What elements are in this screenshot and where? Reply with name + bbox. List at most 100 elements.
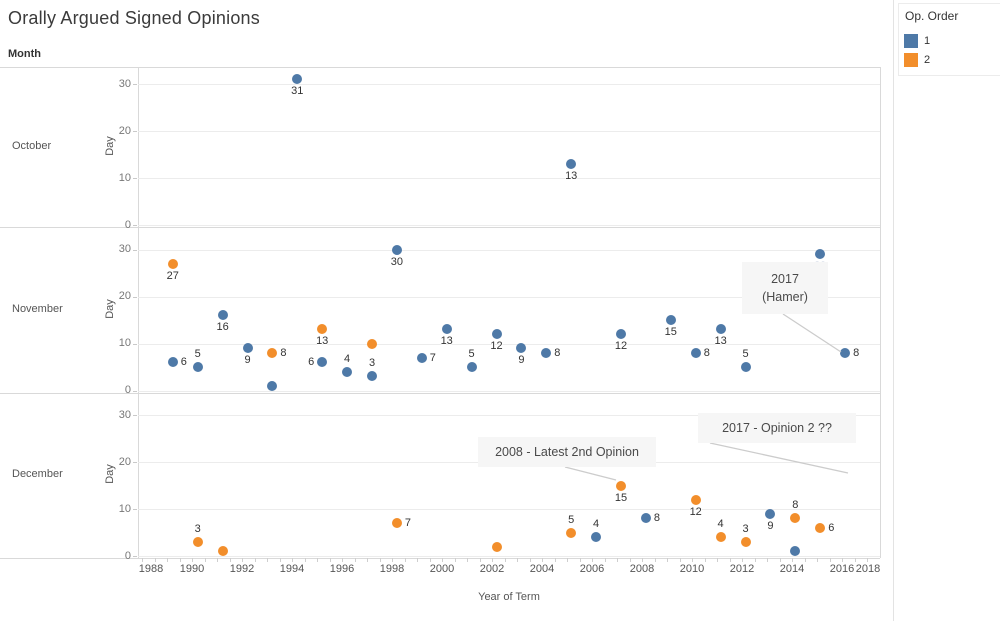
data-point-december-2014[interactable] bbox=[765, 508, 776, 519]
data-point-november-1996[interactable] bbox=[317, 357, 328, 368]
data-point-december-1991[interactable] bbox=[192, 536, 203, 547]
gridline bbox=[138, 225, 880, 226]
annotation-0[interactable]: 2017 (Hamer) bbox=[742, 262, 828, 314]
mark-label: 13 bbox=[440, 335, 453, 348]
mark-label: 4 bbox=[344, 352, 351, 365]
x-tick-mark bbox=[579, 558, 581, 562]
data-point-november-2010[interactable] bbox=[665, 315, 676, 325]
data-point-december-2007[interactable] bbox=[591, 532, 602, 543]
data-point-december-2006[interactable] bbox=[566, 527, 577, 538]
gridline bbox=[138, 131, 880, 132]
data-point-december-1992[interactable] bbox=[217, 546, 228, 557]
mark-label: 13 bbox=[714, 335, 727, 348]
x-tick-label: 2006 bbox=[579, 563, 605, 575]
legend-item-1[interactable]: 1 bbox=[904, 33, 930, 48]
data-point-november-1996[interactable] bbox=[317, 324, 328, 335]
mark-label: 5 bbox=[742, 348, 749, 360]
data-point-december-2012[interactable] bbox=[715, 532, 726, 543]
x-tick-mark bbox=[304, 558, 306, 562]
data-point-november-2013[interactable] bbox=[740, 362, 751, 372]
data-point-december-2003[interactable] bbox=[491, 541, 502, 552]
data-point-december-2015[interactable] bbox=[790, 513, 801, 524]
data-point-december-2011[interactable] bbox=[690, 494, 701, 505]
x-tick-label: 2016 bbox=[829, 563, 855, 575]
data-point-november-1992[interactable] bbox=[217, 310, 228, 321]
x-tick-mark bbox=[479, 558, 481, 562]
data-point-november-2005[interactable] bbox=[541, 347, 552, 358]
data-point-november-1990[interactable] bbox=[167, 258, 178, 269]
mark-label: 4 bbox=[717, 518, 724, 531]
panel-border bbox=[138, 66, 139, 558]
data-point-november-1997[interactable] bbox=[342, 366, 353, 377]
mark-label: 12 bbox=[490, 340, 503, 353]
data-point-december-1999[interactable] bbox=[391, 518, 402, 529]
data-point-november-1990[interactable] bbox=[167, 357, 178, 368]
mark-label: 8 bbox=[792, 499, 799, 512]
annotation-text: 2017 - Opinion 2 ?? bbox=[722, 420, 832, 435]
annotation-text: 2017 bbox=[771, 271, 799, 286]
data-point-december-2013[interactable] bbox=[740, 536, 751, 547]
row-label-october: October bbox=[12, 139, 52, 152]
data-point-november-2017[interactable] bbox=[840, 347, 851, 358]
x-tick-label: 2014 bbox=[779, 563, 805, 575]
x-tick-mark bbox=[829, 558, 831, 562]
row-label-november: November bbox=[12, 302, 63, 315]
data-point-november-2001[interactable] bbox=[441, 324, 452, 335]
x-tick-mark bbox=[217, 558, 218, 562]
data-point-november-1998[interactable] bbox=[367, 338, 377, 349]
annotation-2[interactable]: 2017 - Opinion 2 ?? bbox=[698, 413, 856, 443]
x-tick-label: 1994 bbox=[279, 563, 305, 575]
x-tick-mark bbox=[454, 558, 456, 562]
mark-label: 12 bbox=[614, 340, 628, 353]
data-point-november-2004[interactable] bbox=[516, 343, 527, 354]
data-point-december-2008[interactable] bbox=[616, 480, 626, 491]
data-point-november-2011[interactable] bbox=[690, 347, 701, 358]
x-tick-mark bbox=[817, 558, 818, 562]
annotation-text: (Hamer) bbox=[762, 290, 808, 304]
data-point-november-1999[interactable] bbox=[391, 244, 402, 255]
panel-border bbox=[0, 227, 880, 228]
data-point-november-2003[interactable] bbox=[491, 329, 502, 340]
gridline bbox=[138, 296, 880, 298]
data-point-november-1991[interactable] bbox=[192, 362, 203, 372]
data-point-november-2000[interactable] bbox=[416, 352, 427, 363]
data-point-november-1993[interactable] bbox=[242, 343, 253, 354]
x-tick-mark bbox=[404, 558, 406, 562]
x-tick-mark bbox=[542, 558, 543, 562]
row-field-label: Month bbox=[8, 48, 41, 60]
gridline bbox=[138, 509, 880, 510]
panel-border bbox=[0, 392, 880, 394]
data-point-october-1995[interactable] bbox=[292, 74, 303, 85]
data-point-november-2016[interactable] bbox=[815, 249, 826, 260]
data-point-november-1994[interactable] bbox=[267, 380, 278, 391]
data-point-december-2016[interactable] bbox=[815, 522, 826, 533]
y-tick-label: 20 bbox=[118, 290, 131, 302]
mark-label: 9 bbox=[767, 519, 774, 532]
x-tick-mark bbox=[604, 558, 606, 562]
x-tick-mark bbox=[842, 558, 843, 562]
data-point-november-2008[interactable] bbox=[616, 329, 626, 340]
data-point-november-2012[interactable] bbox=[715, 324, 726, 335]
data-point-december-2009[interactable] bbox=[640, 513, 651, 524]
x-tick-mark bbox=[667, 558, 668, 562]
x-tick-mark bbox=[854, 558, 856, 562]
data-point-october-2006[interactable] bbox=[566, 158, 577, 169]
gridline bbox=[138, 415, 880, 416]
annotation-1[interactable]: 2008 - Latest 2nd Opinion bbox=[478, 437, 656, 467]
data-point-november-1994[interactable] bbox=[267, 347, 278, 358]
mark-label: 13 bbox=[316, 335, 329, 348]
legend-item-2[interactable]: 2 bbox=[904, 52, 930, 67]
x-tick-mark bbox=[679, 558, 681, 562]
data-point-december-2015[interactable] bbox=[790, 546, 801, 557]
data-point-november-1998[interactable] bbox=[367, 371, 377, 382]
chart-title: Orally Argued Signed Opinions bbox=[8, 8, 260, 28]
gridline bbox=[138, 249, 880, 251]
mark-label: 9 bbox=[518, 354, 525, 367]
x-tick-mark bbox=[517, 558, 518, 562]
data-point-november-2002[interactable] bbox=[466, 362, 477, 372]
x-tick-label: 1996 bbox=[329, 563, 355, 575]
x-tick-label: 2008 bbox=[629, 563, 655, 575]
x-tick-label: 2004 bbox=[529, 563, 555, 575]
mark-label: 15 bbox=[614, 491, 628, 504]
